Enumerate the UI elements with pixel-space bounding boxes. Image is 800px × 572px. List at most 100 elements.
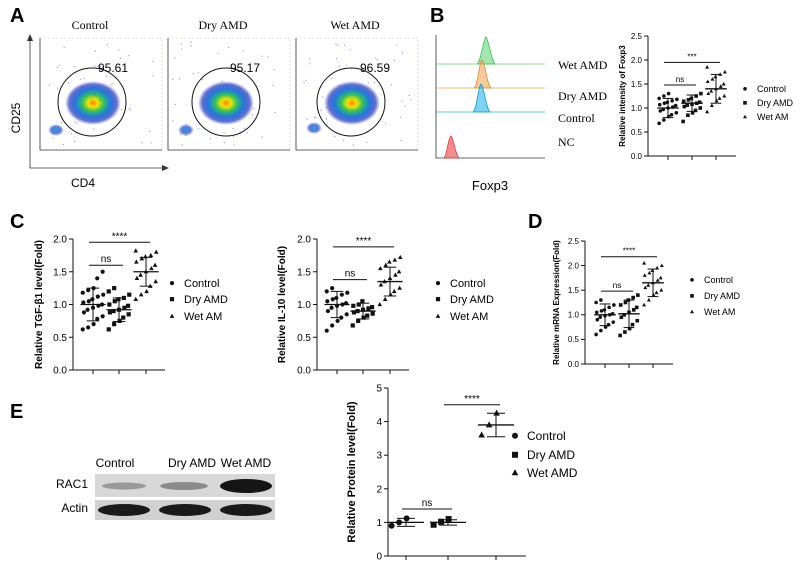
data-point bbox=[599, 328, 603, 333]
data-point bbox=[657, 102, 662, 107]
legend-marker bbox=[743, 87, 747, 91]
data-point bbox=[391, 288, 397, 294]
flow-scatter-dots bbox=[48, 41, 412, 146]
data-point bbox=[138, 272, 143, 277]
flow-event-dot bbox=[93, 94, 96, 96]
data-point bbox=[324, 289, 329, 294]
data-point bbox=[662, 118, 666, 122]
data-point bbox=[602, 308, 607, 312]
blot-lane-label: Wet AMD bbox=[221, 456, 272, 470]
data-point bbox=[378, 265, 383, 271]
legend-marker bbox=[512, 451, 518, 458]
flow-event-dot bbox=[201, 78, 204, 80]
data-point bbox=[478, 431, 485, 438]
flow-plot-title: Control bbox=[72, 18, 109, 32]
flow-event-dot bbox=[120, 70, 122, 72]
flow-event-dot bbox=[128, 55, 130, 57]
flow-event-dot bbox=[246, 93, 249, 95]
data-point bbox=[718, 84, 723, 88]
data-point bbox=[325, 299, 330, 304]
flow-event-dot bbox=[152, 61, 154, 63]
data-point bbox=[345, 290, 350, 295]
data-point bbox=[709, 103, 714, 108]
flow-event-dot bbox=[180, 43, 182, 45]
flow-plot-wet-amd: Wet AMD 96.59 bbox=[295, 18, 419, 151]
data-point bbox=[705, 109, 710, 114]
data-point bbox=[80, 290, 85, 295]
flow-plot-title: Wet AMD bbox=[330, 18, 380, 32]
y-tick-label: 2.0 bbox=[53, 235, 67, 246]
flow-event-dot bbox=[62, 143, 64, 146]
flow-plot-axes bbox=[39, 38, 162, 151]
flow-gate bbox=[191, 67, 261, 137]
legend-marker bbox=[169, 313, 175, 318]
data-point bbox=[329, 305, 334, 310]
significance-label: ns bbox=[676, 75, 684, 84]
flow-event-dot bbox=[197, 127, 199, 129]
flow-event-dot bbox=[152, 75, 154, 77]
chart-e-protein: 0 1 2 3 4 5 Relative Protein level(Fold) ns ****… bbox=[346, 384, 578, 563]
flow-plot-axes bbox=[167, 38, 290, 151]
y-tick-label: 1.5 bbox=[53, 267, 67, 278]
data-point bbox=[622, 313, 627, 317]
flow-event-dot bbox=[356, 87, 358, 89]
data-point bbox=[611, 320, 616, 324]
data-point bbox=[112, 322, 117, 327]
data-point bbox=[397, 285, 402, 290]
y-tick-label: 2.0 bbox=[297, 235, 311, 246]
data-point bbox=[675, 97, 679, 102]
data-point bbox=[112, 286, 117, 291]
flow-event-dot bbox=[58, 64, 61, 66]
data-point bbox=[721, 81, 726, 86]
data-point bbox=[116, 297, 121, 302]
flow-event-dot bbox=[149, 130, 151, 133]
flow-outer-y-axis bbox=[29, 38, 165, 169]
flow-event-dot bbox=[400, 116, 402, 118]
flow-event-dot bbox=[349, 49, 351, 51]
data-point bbox=[657, 121, 661, 126]
flow-event-dot bbox=[52, 132, 54, 134]
flow-gate-percentage: 96.59 bbox=[360, 61, 390, 75]
y-tick-label: 1 bbox=[376, 518, 382, 529]
flow-event-dot bbox=[180, 133, 182, 135]
data-point bbox=[117, 318, 122, 323]
flow-event-dot bbox=[325, 118, 328, 120]
blot-row-label-rac1: RAC1 bbox=[56, 477, 88, 491]
data-point bbox=[133, 248, 139, 253]
significance-label: **** bbox=[623, 247, 635, 256]
flow-event-dot bbox=[233, 144, 235, 146]
flow-xlabel: CD4 bbox=[71, 176, 95, 190]
flow-event-dot bbox=[374, 57, 376, 59]
flow-event-dot bbox=[112, 83, 114, 85]
data-point bbox=[603, 325, 608, 329]
flow-event-dot bbox=[232, 135, 235, 137]
flow-ylabel: CD25 bbox=[9, 102, 23, 133]
data-point bbox=[599, 298, 603, 302]
flow-event-dot bbox=[335, 43, 337, 45]
data-point bbox=[647, 270, 652, 275]
data-point bbox=[623, 330, 627, 334]
flow-event-dot bbox=[80, 78, 82, 80]
flow-event-dot bbox=[172, 120, 174, 122]
flow-event-dot bbox=[367, 82, 369, 84]
data-point bbox=[599, 309, 604, 313]
data-point bbox=[91, 322, 96, 327]
y-axis-label: Relative mRNA Expression(Fold) bbox=[552, 240, 561, 365]
data-point bbox=[81, 300, 86, 305]
data-point bbox=[86, 299, 91, 304]
data-point bbox=[705, 65, 710, 69]
panel-label-e: E bbox=[10, 401, 23, 423]
data-point bbox=[619, 315, 624, 320]
histogram-label-nc: NC bbox=[558, 135, 575, 149]
legend-label: Control bbox=[527, 429, 566, 443]
flow-event-dot bbox=[228, 114, 230, 116]
y-tick-label: 4 bbox=[376, 417, 382, 428]
flow-event-dot bbox=[246, 131, 248, 133]
data-point bbox=[90, 297, 95, 302]
flow-event-dot bbox=[334, 135, 336, 137]
data-point bbox=[697, 100, 702, 105]
data-point bbox=[438, 518, 445, 525]
y-tick-label: 2.0 bbox=[568, 261, 580, 270]
blot-band bbox=[159, 504, 211, 516]
legend-marker bbox=[435, 313, 441, 318]
